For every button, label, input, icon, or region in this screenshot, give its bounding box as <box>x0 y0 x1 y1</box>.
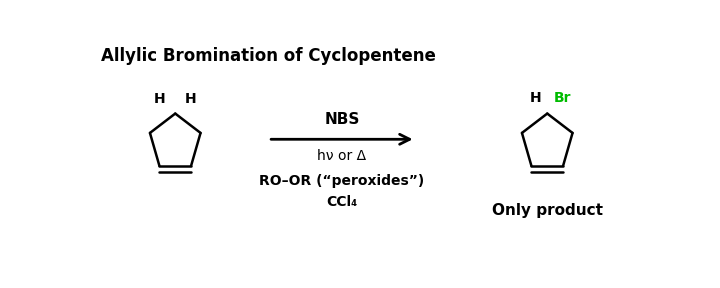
Text: H: H <box>153 92 166 106</box>
Text: Allylic Bromination of Cyclopentene: Allylic Bromination of Cyclopentene <box>101 47 436 65</box>
Text: Only product: Only product <box>492 203 603 218</box>
Text: H: H <box>185 92 197 106</box>
Text: hν or Δ: hν or Δ <box>318 149 366 162</box>
Text: NBS: NBS <box>324 112 359 127</box>
Text: H: H <box>530 91 541 105</box>
Text: RO–OR (“peroxides”): RO–OR (“peroxides”) <box>259 174 425 188</box>
Text: Br: Br <box>553 91 571 105</box>
Text: CCl₄: CCl₄ <box>326 195 358 209</box>
